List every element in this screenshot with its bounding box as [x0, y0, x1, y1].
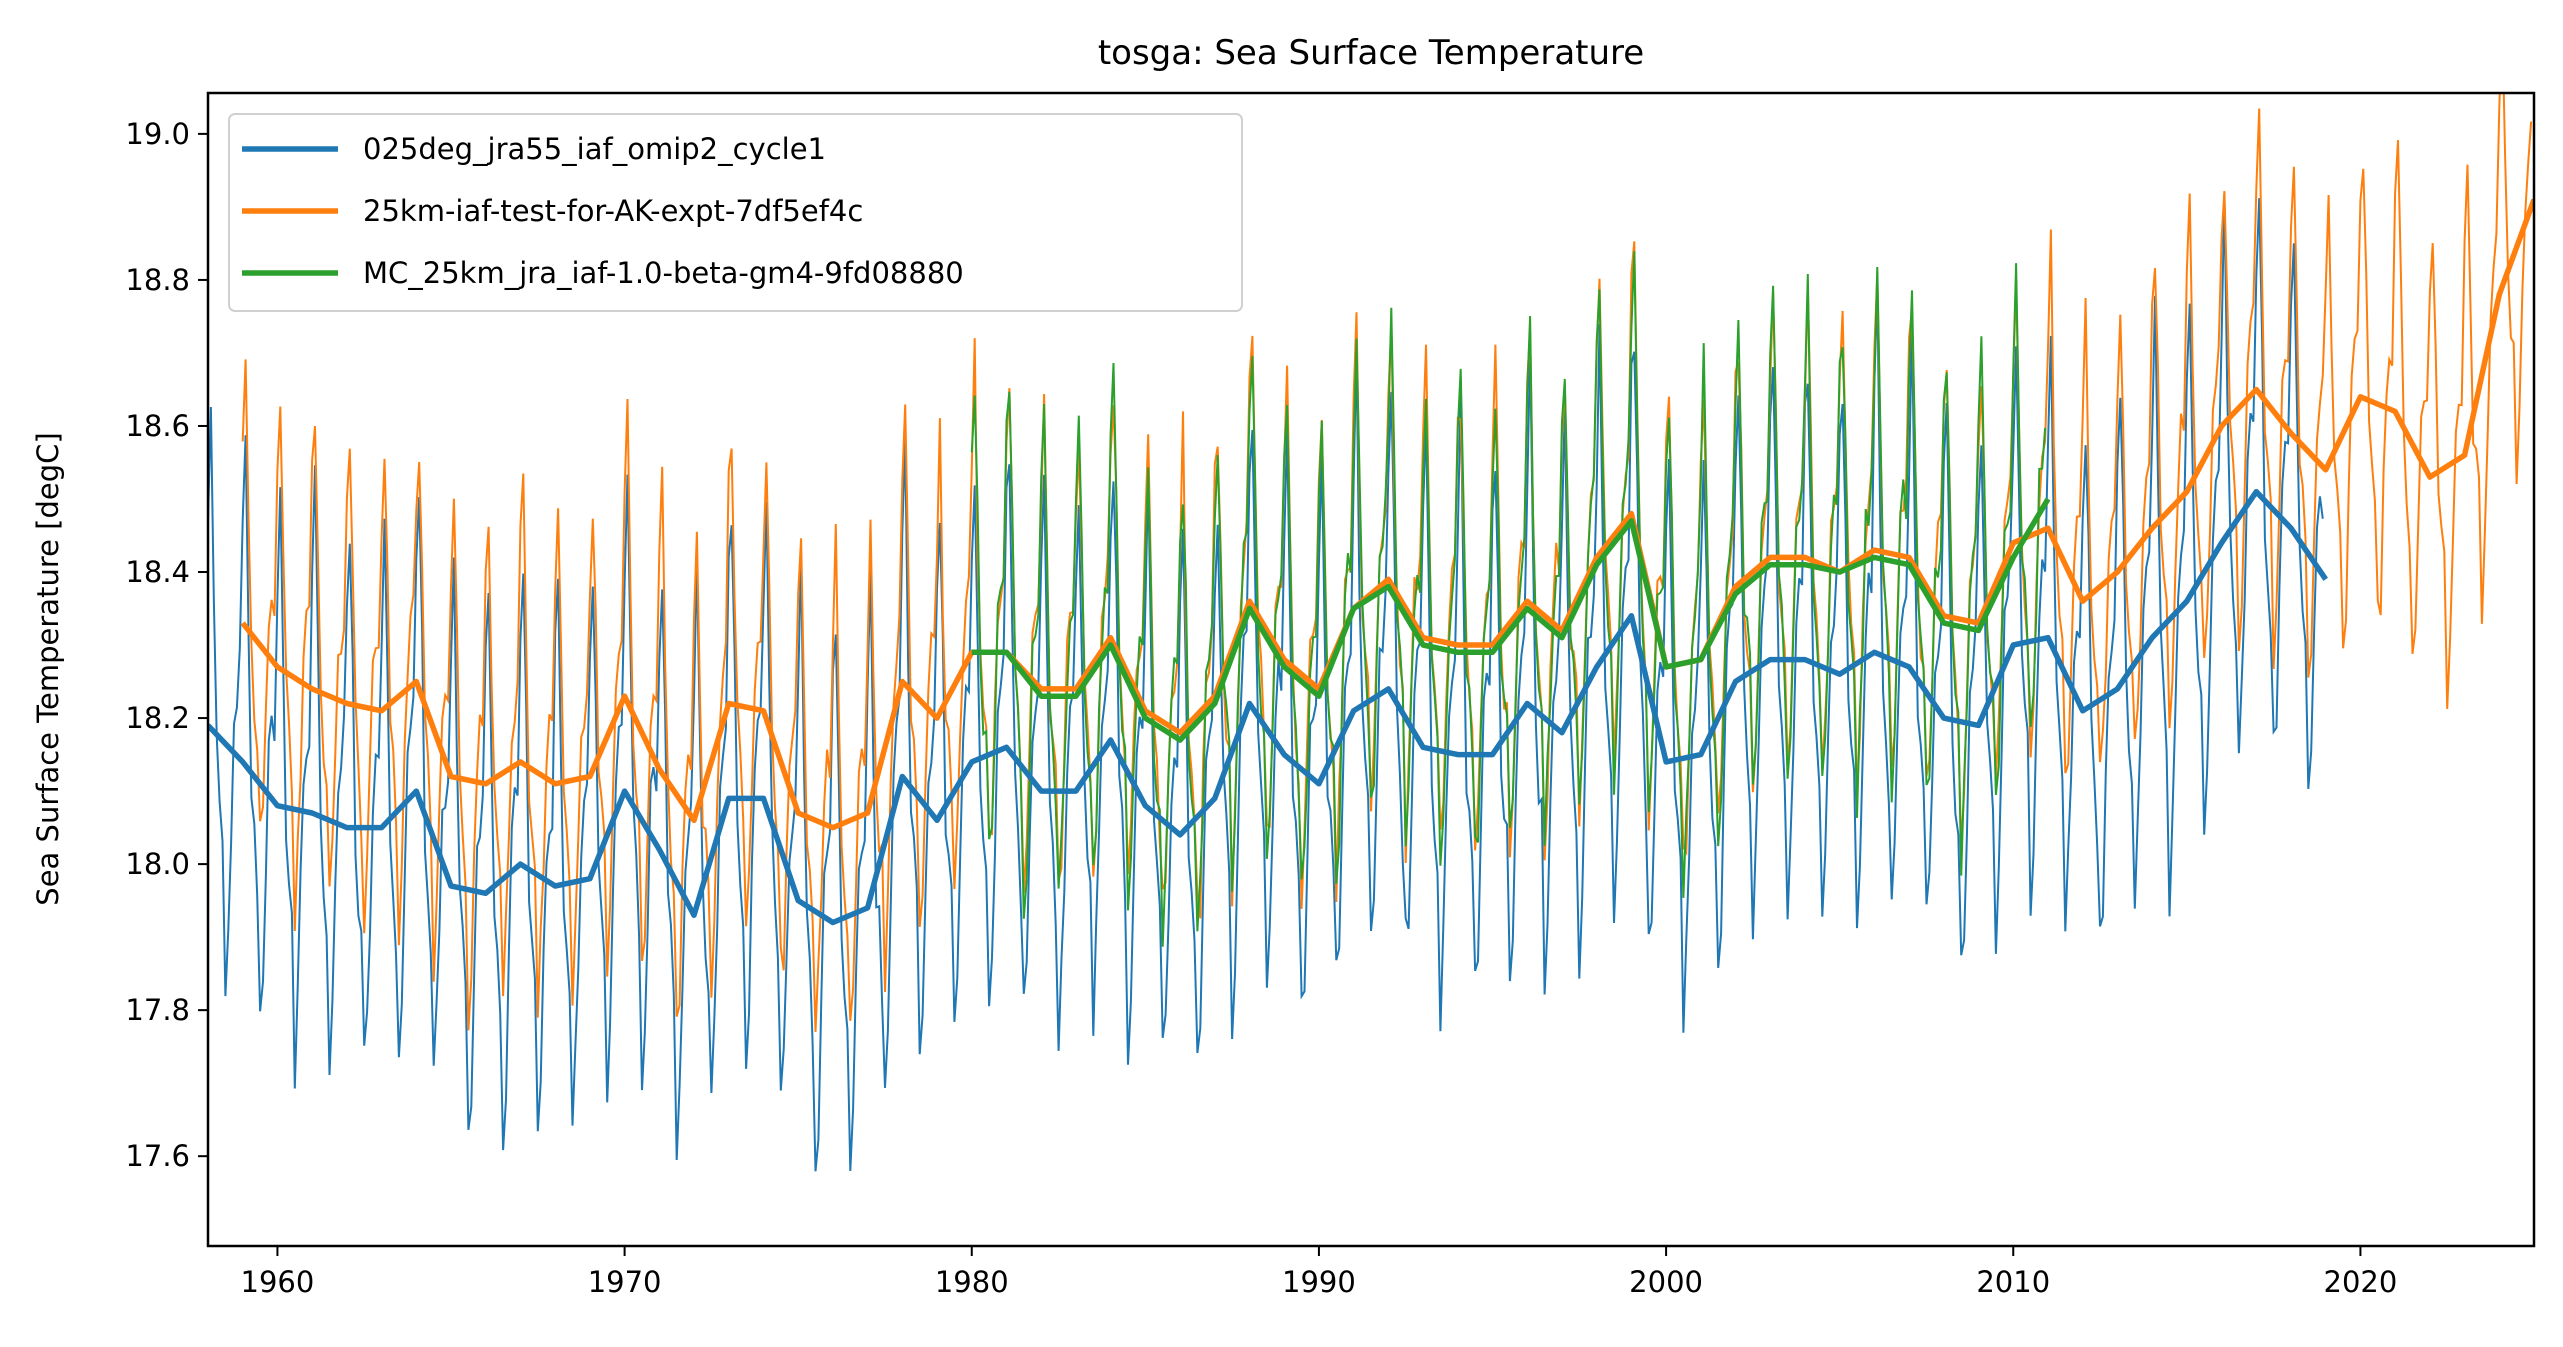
legend-label-2: MC_25km_jra_iaf-1.0-beta-gm4-9fd08880 [363, 256, 964, 290]
legend: 025deg_jra55_iaf_omip2_cycle1 25km-iaf-te… [228, 113, 1243, 312]
chart-title: tosga: Sea Surface Temperature [1098, 33, 1644, 73]
plot-frame [206, 91, 2536, 1248]
legend-label-1: 25km-iaf-test-for-AK-expt-7df5ef4c [363, 194, 863, 228]
series-layer [207, 93, 2535, 1172]
x-axis: 1960 1970 1980 1990 2000 2010 2020 [241, 1246, 2398, 1299]
x-tick-label: 2010 [1976, 1265, 2050, 1299]
legend-label-0: 025deg_jra55_iaf_omip2_cycle1 [363, 132, 826, 166]
x-tick-label: 1980 [935, 1265, 1009, 1299]
y-axis-label: Sea Surface Temperature [degC] [31, 432, 65, 905]
legend-box [228, 113, 1243, 312]
y-tick-label: 18.2 [125, 701, 190, 735]
y-tick-label: 18.0 [125, 847, 190, 881]
x-tick-label: 2020 [2324, 1265, 2398, 1299]
series-2-monthly-line [970, 251, 2047, 947]
x-tick-label: 1990 [1282, 1265, 1356, 1299]
series-0-annual-mean-line [208, 488, 2328, 926]
y-tick-label: 18.8 [125, 263, 190, 297]
y-tick-label: 18.4 [125, 555, 190, 589]
y-tick-label: 18.6 [125, 409, 190, 443]
y-tick-label: 19.0 [125, 117, 190, 151]
x-tick-label: 1970 [588, 1265, 662, 1299]
series-2-annual-mean-line [971, 497, 2051, 743]
series-0-monthly-line [208, 193, 2324, 1172]
x-tick-label: 1960 [241, 1265, 315, 1299]
y-axis: 17.6 17.8 18.0 18.2 18.4 18.6 18.8 19.0 [125, 117, 208, 1173]
y-tick-label: 17.6 [125, 1139, 190, 1173]
y-tick-label: 17.8 [125, 993, 190, 1027]
x-tick-label: 2000 [1629, 1265, 1703, 1299]
